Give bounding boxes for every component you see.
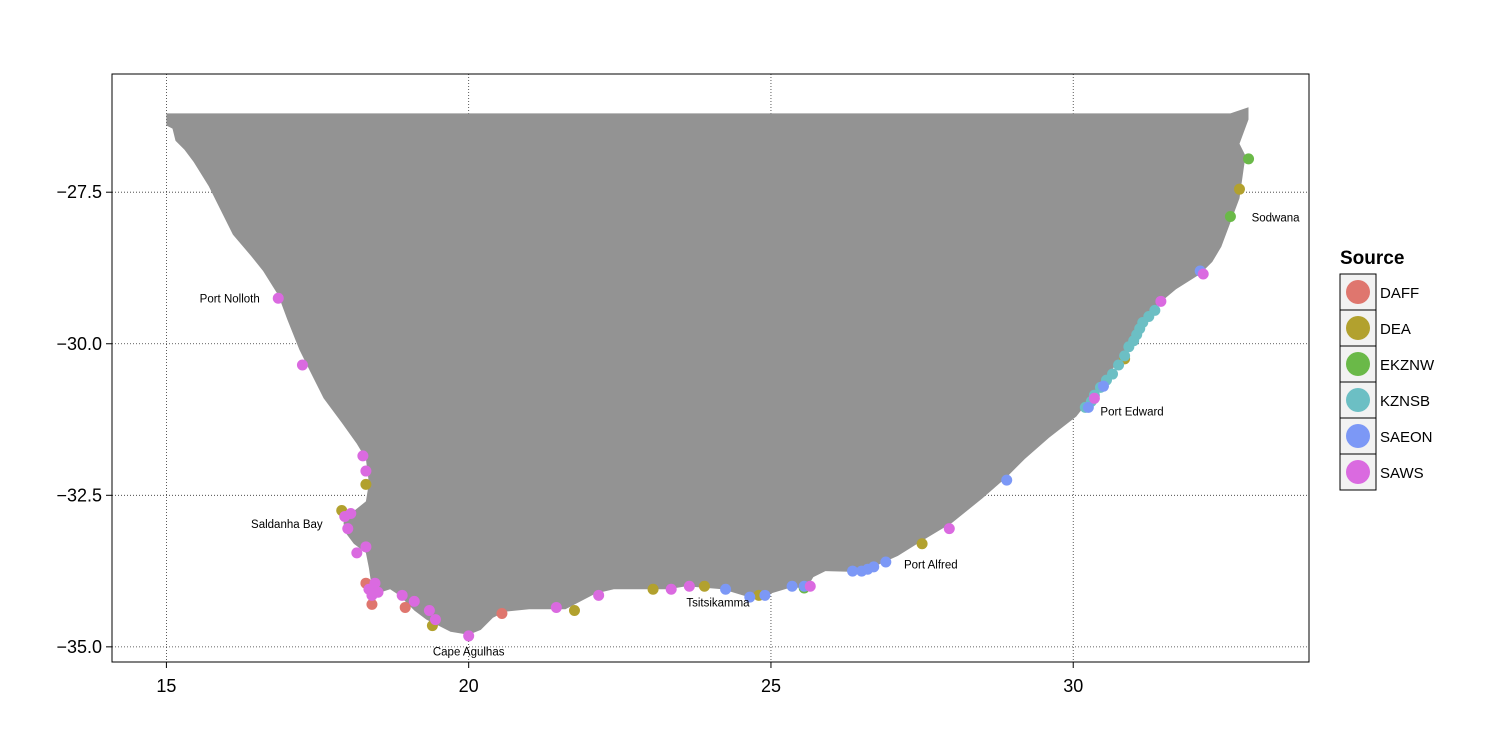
- legend-key-saeon: [1346, 424, 1370, 448]
- legend-key-daff: [1346, 280, 1370, 304]
- station-point-saws: [408, 595, 420, 607]
- station-point-daff: [496, 608, 508, 620]
- legend-label: SAWS: [1380, 465, 1424, 482]
- south-africa-land: [166, 107, 1249, 635]
- legend-label: SAEON: [1380, 429, 1433, 446]
- station-point-saeon: [1097, 380, 1109, 392]
- station-point-dea: [568, 604, 580, 616]
- place-label: Port Edward: [1100, 407, 1163, 419]
- station-point-saeon: [720, 583, 732, 595]
- station-point-saws: [683, 580, 695, 592]
- station-point-saeon: [1001, 474, 1013, 486]
- station-point-saws: [550, 601, 562, 613]
- y-tick-label: −30.0: [56, 334, 102, 354]
- place-label: Saldanha Bay: [251, 519, 323, 531]
- station-point-saws: [429, 614, 441, 626]
- station-point-saws: [396, 589, 408, 601]
- legend-key-saws: [1346, 460, 1370, 484]
- station-points: [272, 153, 1255, 642]
- station-point-saeon: [759, 589, 771, 601]
- legend-label: KZNSB: [1380, 393, 1430, 410]
- station-point-daff: [366, 598, 378, 610]
- station-point-saws: [272, 292, 284, 304]
- place-label: Tsitsikamma: [686, 598, 750, 610]
- plot-panel-border: [111, 73, 1310, 663]
- place-label: Sodwana: [1252, 213, 1301, 225]
- legend-label: DEA: [1380, 321, 1411, 338]
- station-point-saws: [423, 604, 435, 616]
- station-point-daff: [399, 601, 411, 613]
- legend: Source DAFF DEA EKZNW KZNSB SAEON SAWS: [1339, 248, 1435, 491]
- y-tick-label: −27.5: [56, 182, 102, 202]
- station-point-saws: [357, 450, 369, 462]
- x-tick-label: 30: [1063, 676, 1083, 696]
- station-point-saeon: [744, 591, 756, 603]
- legend-key-kznsb: [1346, 388, 1370, 412]
- station-point-kznsb: [1119, 350, 1131, 362]
- station-point-saws: [342, 523, 354, 535]
- x-tick-label: 25: [761, 676, 781, 696]
- x-tick-label: 20: [459, 676, 479, 696]
- station-point-saeon: [847, 565, 859, 577]
- station-point-dea: [647, 583, 659, 595]
- y-tick-label: −35.0: [56, 637, 102, 657]
- station-point-ekznw: [1243, 153, 1255, 165]
- station-point-saws: [360, 541, 372, 553]
- station-point-kznsb: [1149, 304, 1161, 316]
- legend-label: EKZNW: [1380, 357, 1435, 374]
- station-point-saws: [369, 577, 381, 589]
- station-point-dea: [698, 580, 710, 592]
- station-point-dea: [916, 538, 928, 550]
- place-label: Cape Agulhas: [433, 647, 505, 659]
- station-point-saws: [1197, 268, 1209, 280]
- station-point-saws: [804, 580, 816, 592]
- station-point-saeon: [786, 580, 798, 592]
- place-labels: Port Nolloth Saldanha Bay Cape Agulhas Tsit…: [200, 213, 1300, 659]
- station-point-kznsb: [1113, 359, 1125, 371]
- station-point-dea: [360, 478, 372, 490]
- legend-key-ekznw: [1346, 352, 1370, 376]
- station-point-saws: [463, 630, 475, 642]
- station-point-saws: [372, 586, 384, 598]
- axis-ticks: 15 20 25 30 −27.5 −30.0 −32.5 −35.0: [56, 182, 1083, 696]
- x-tick-label: 15: [156, 676, 176, 696]
- station-point-dea: [1233, 183, 1245, 195]
- station-point-saws: [665, 583, 677, 595]
- legend-title: Source: [1340, 248, 1404, 269]
- station-point-saws: [360, 465, 372, 477]
- place-label: Port Alfred: [904, 559, 958, 571]
- station-point-saws: [1155, 295, 1167, 307]
- station-point-ekznw: [1224, 210, 1236, 222]
- y-tick-label: −32.5: [56, 485, 102, 505]
- station-point-saws: [593, 589, 605, 601]
- station-point-kznsb: [1107, 368, 1119, 380]
- place-label: Port Nolloth: [200, 293, 260, 305]
- station-point-saws: [296, 359, 308, 371]
- station-point-saeon: [880, 556, 892, 568]
- station-point-saws: [351, 547, 363, 559]
- station-point-saeon: [1082, 401, 1094, 413]
- station-point-saws: [345, 507, 357, 519]
- legend-key-dea: [1346, 316, 1370, 340]
- legend-label: DAFF: [1380, 285, 1419, 302]
- station-point-saws: [943, 523, 955, 535]
- station-point-saws: [1088, 392, 1100, 404]
- station-point-saeon: [868, 561, 880, 573]
